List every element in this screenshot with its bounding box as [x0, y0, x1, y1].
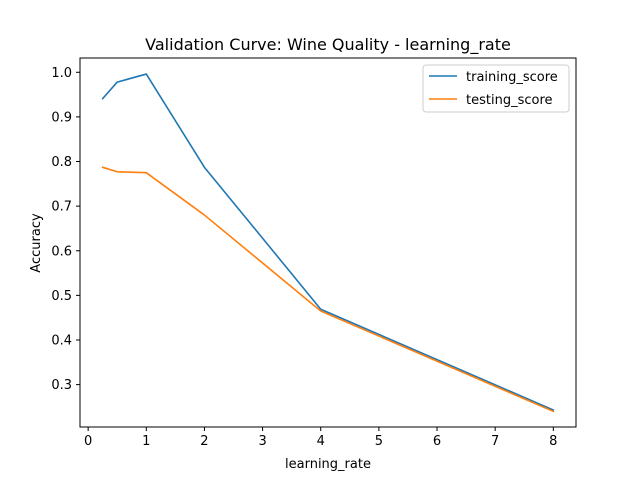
- x-tick-label: 5: [375, 434, 383, 449]
- y-tick-label: 0.5: [51, 289, 72, 304]
- chart-title: Validation Curve: Wine Quality - learnin…: [145, 35, 511, 55]
- series-line-testing_score: [101, 166, 555, 413]
- x-tick-label: 6: [433, 434, 441, 449]
- y-tick-label: 0.3: [51, 378, 72, 393]
- x-tick-label: 7: [491, 434, 499, 449]
- x-tick-label: 2: [200, 434, 208, 449]
- x-tick-label: 8: [549, 434, 557, 449]
- x-tick-label: 0: [84, 434, 92, 449]
- y-tick-label: 0.7: [51, 200, 72, 215]
- y-tick-label: 1.0: [51, 66, 72, 81]
- x-axis-label: learning_rate: [285, 457, 371, 472]
- y-tick-label: 0.4: [51, 333, 72, 348]
- y-tick-label: 0.9: [51, 110, 72, 125]
- y-axis-label: Accuracy: [29, 213, 44, 273]
- y-tick-label: 0.8: [51, 155, 72, 170]
- x-tick-label: 4: [317, 434, 325, 449]
- axes-frame: [79, 57, 577, 428]
- series-line-training_score: [101, 73, 555, 412]
- x-tick-label: 1: [142, 434, 150, 449]
- legend-box: [422, 64, 570, 113]
- y-tick-label: 0.6: [51, 244, 72, 259]
- legend-label-training_score: training_score: [466, 70, 558, 85]
- x-tick-label: 3: [258, 434, 266, 449]
- legend-label-testing_score: testing_score: [466, 93, 553, 108]
- plot-area: 0 1 2 3 4 5 6 7 8 0.3 0.4 0.5 0.6 0.7 0.8 0.9 1.0 trainin…: [51, 57, 577, 449]
